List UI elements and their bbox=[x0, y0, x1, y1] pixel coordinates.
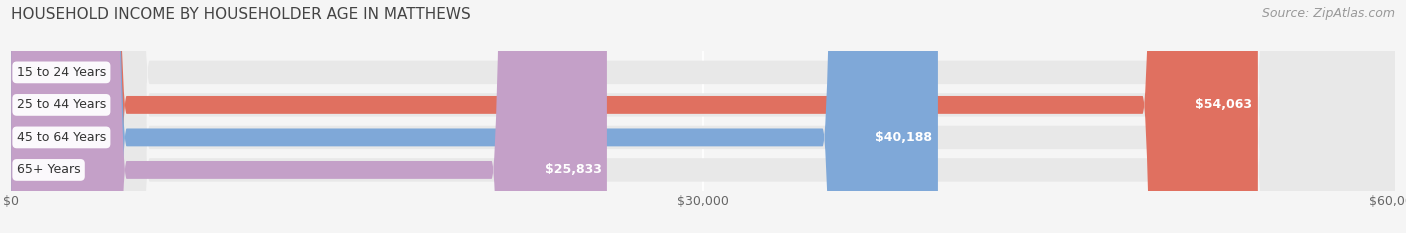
FancyBboxPatch shape bbox=[11, 0, 1258, 233]
Text: $25,833: $25,833 bbox=[544, 163, 602, 176]
Text: 65+ Years: 65+ Years bbox=[17, 163, 80, 176]
FancyBboxPatch shape bbox=[11, 0, 1395, 233]
FancyBboxPatch shape bbox=[11, 0, 607, 233]
Text: Source: ZipAtlas.com: Source: ZipAtlas.com bbox=[1261, 7, 1395, 20]
Text: $0: $0 bbox=[21, 66, 37, 79]
Text: HOUSEHOLD INCOME BY HOUSEHOLDER AGE IN MATTHEWS: HOUSEHOLD INCOME BY HOUSEHOLDER AGE IN M… bbox=[11, 7, 471, 22]
FancyBboxPatch shape bbox=[11, 0, 1395, 233]
FancyBboxPatch shape bbox=[11, 0, 1395, 233]
FancyBboxPatch shape bbox=[11, 0, 938, 233]
Text: 45 to 64 Years: 45 to 64 Years bbox=[17, 131, 105, 144]
Text: 25 to 44 Years: 25 to 44 Years bbox=[17, 98, 105, 111]
Text: $40,188: $40,188 bbox=[876, 131, 932, 144]
Text: $54,063: $54,063 bbox=[1195, 98, 1253, 111]
Text: 15 to 24 Years: 15 to 24 Years bbox=[17, 66, 105, 79]
FancyBboxPatch shape bbox=[11, 0, 1395, 233]
